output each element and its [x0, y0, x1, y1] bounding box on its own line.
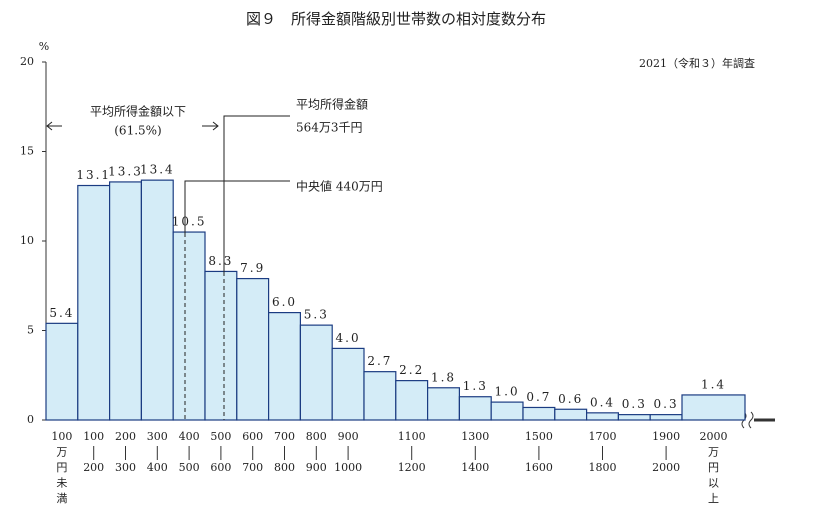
x-tick-label: 未 — [56, 477, 67, 490]
x-tick-label: 円 — [708, 461, 719, 474]
bar — [268, 312, 302, 421]
x-tick-label: 800 — [306, 430, 327, 443]
bar — [236, 277, 270, 421]
value-label: 13.1 — [76, 168, 111, 182]
x-tick-label: 200 — [115, 430, 136, 443]
value-label: 2.2 — [399, 363, 424, 377]
y-tick-label: 5 — [27, 324, 34, 337]
x-tick-label: 1900 — [652, 430, 680, 443]
value-label: 5.4 — [49, 306, 74, 320]
x-tick-label: 2000 — [652, 461, 680, 474]
y-tick-label: 0 — [27, 413, 34, 426]
arrow-left — [46, 121, 62, 131]
chart-subtitle: 2021（令和３）年調査 — [639, 56, 755, 70]
x-tick-label: 1500 — [525, 430, 553, 443]
value-label: 0.3 — [654, 397, 679, 411]
bar — [585, 412, 619, 421]
value-label: 0.4 — [590, 395, 615, 409]
x-tick-label: 満 — [56, 492, 67, 505]
x-tick-label: 300 — [147, 430, 168, 443]
x-tick-label: 800 — [274, 461, 295, 474]
bar — [458, 396, 492, 421]
value-label: 4.0 — [336, 331, 361, 345]
value-label: 8.3 — [208, 254, 233, 268]
x-tick-label: 万 — [708, 446, 719, 459]
bar — [204, 270, 238, 421]
mean-label: 平均所得金額 — [296, 97, 368, 112]
x-tick-label: 1300 — [461, 430, 489, 443]
x-tick-label: 1000 — [334, 461, 362, 474]
median-leader — [184, 180, 290, 233]
x-tick-label: 以 — [708, 477, 719, 490]
bar — [77, 184, 111, 421]
x-tick-label: 万 — [56, 446, 67, 459]
annotations: 平均所得金額以下 (61.5%) 平均所得金額 564万3千円 中央値 440万… — [46, 97, 383, 420]
y-tick-label: 10 — [20, 234, 34, 247]
x-tick-label: 400 — [147, 461, 168, 474]
value-label: 1.4 — [701, 377, 726, 391]
y-tick-label: 20 — [20, 55, 34, 68]
x-tick-label: 1100 — [398, 430, 426, 443]
x-tick-label: 1600 — [525, 461, 553, 474]
x-tick-label: 900 — [338, 430, 359, 443]
y-unit: % — [39, 40, 49, 53]
bar — [140, 179, 174, 421]
bar — [108, 181, 142, 421]
median-label: 中央値 440万円 — [296, 179, 383, 194]
value-label: 1.8 — [431, 370, 456, 384]
bar — [649, 414, 683, 421]
value-label: 6.0 — [272, 295, 297, 309]
value-label: 0.7 — [526, 390, 551, 404]
below-mean-label: 平均所得金額以下 — [90, 104, 186, 119]
value-label: 10.5 — [172, 215, 207, 229]
x-tick-label: 1700 — [589, 430, 617, 443]
x-tick-label: 900 — [306, 461, 327, 474]
x-tick-label: 1800 — [589, 461, 617, 474]
bar — [490, 401, 524, 421]
x-tick-label: 300 — [115, 461, 136, 474]
arrow-right — [202, 121, 219, 131]
x-tick-label: 700 — [274, 430, 295, 443]
bar — [681, 394, 746, 421]
x-tick-label: 700 — [242, 461, 263, 474]
value-label: 13.3 — [108, 164, 143, 178]
bar — [617, 414, 651, 421]
bar — [172, 231, 206, 421]
x-tick-label: 上 — [708, 492, 719, 505]
bar — [363, 371, 397, 421]
x-tick-label: 500 — [210, 430, 231, 443]
value-label: 1.0 — [495, 385, 520, 399]
x-tick-label: 1200 — [398, 461, 426, 474]
value-label: 0.6 — [558, 392, 583, 406]
below-mean-share: (61.5%) — [114, 124, 161, 138]
value-label: 13.4 — [140, 163, 175, 177]
chart-title: 図９ 所得金額階級別世帯数の相対度数分布 — [246, 10, 546, 28]
value-label: 0.3 — [622, 397, 647, 411]
bar — [395, 380, 429, 421]
x-tick-label: 100 — [51, 430, 72, 443]
mean-value: 564万3千円 — [296, 121, 363, 135]
x-tick-label: 200 — [83, 461, 104, 474]
mean-leader — [223, 115, 290, 272]
value-label: 2.7 — [367, 354, 392, 368]
x-tick-label: 600 — [242, 430, 263, 443]
bar — [522, 406, 556, 421]
x-tick-label: 1400 — [461, 461, 489, 474]
bar — [554, 408, 588, 421]
value-label: 7.9 — [240, 261, 265, 275]
y-tick-label: 15 — [20, 145, 34, 158]
bar — [299, 324, 333, 421]
value-label: 5.3 — [304, 308, 329, 322]
x-tick-label: 100 — [83, 430, 104, 443]
x-tick-label: 400 — [179, 430, 200, 443]
bar — [427, 387, 461, 421]
x-tick-label: 2000 — [700, 430, 728, 443]
bar — [45, 322, 79, 421]
x-tick-label: 円 — [56, 461, 67, 474]
value-label: 1.3 — [463, 379, 488, 393]
x-tick-label: 500 — [179, 461, 200, 474]
x-tick-label: 600 — [210, 461, 231, 474]
bar — [331, 347, 365, 421]
